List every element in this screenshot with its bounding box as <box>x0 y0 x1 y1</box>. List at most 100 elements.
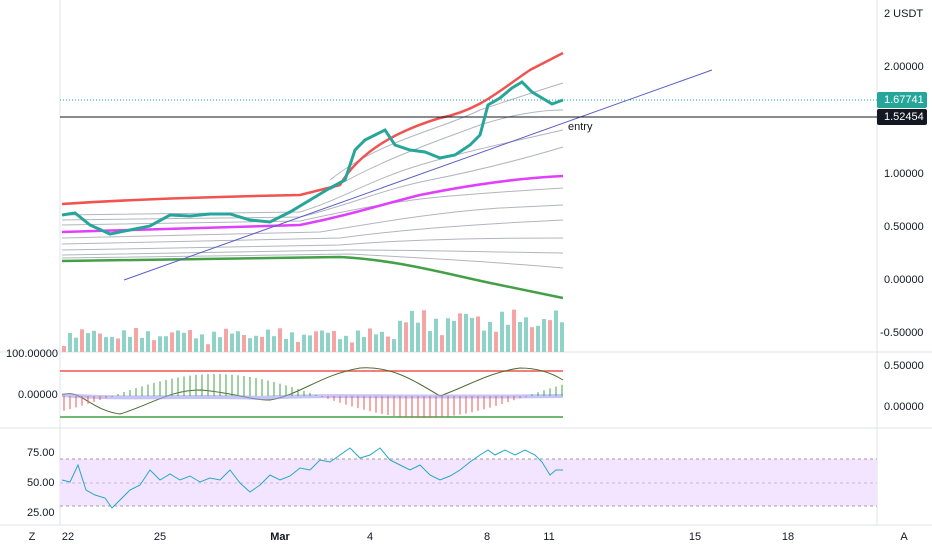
volume-bar <box>230 333 234 352</box>
volume-bar <box>536 325 540 352</box>
volume-bar <box>362 336 366 352</box>
lower-band <box>61 255 564 300</box>
volume-bar <box>98 333 102 352</box>
histogram-bar <box>117 394 119 396</box>
histogram-bar <box>381 396 383 414</box>
histogram-bar <box>177 377 179 396</box>
macd-right-label: 0.00000 <box>884 401 924 413</box>
volume-bar <box>368 328 372 352</box>
histogram-bar <box>105 396 107 398</box>
volume-bar <box>104 337 108 352</box>
histogram-bar <box>231 374 233 396</box>
volume-bar <box>524 317 528 352</box>
histogram-bar <box>159 381 161 396</box>
histogram-bar <box>63 396 65 411</box>
histogram-bar <box>369 396 371 412</box>
volume-bar <box>320 330 324 352</box>
histogram-bar <box>429 396 431 418</box>
volume-bar <box>212 331 216 352</box>
volume-bar <box>392 339 396 352</box>
middle-band <box>61 174 564 234</box>
volume-bar <box>488 321 492 352</box>
volume-bar <box>242 335 246 352</box>
histogram-bar <box>171 378 173 396</box>
histogram-bar <box>207 374 209 396</box>
histogram-bar <box>525 396 527 397</box>
histogram-bar <box>243 375 245 396</box>
histogram-bar <box>81 396 83 406</box>
histogram-bar <box>561 384 563 396</box>
macd-right-label: 0.50000 <box>884 360 924 372</box>
histogram-bar <box>123 392 125 396</box>
volume-bar <box>68 332 72 352</box>
histogram-bar <box>321 396 323 397</box>
volume-bar <box>386 336 390 352</box>
histogram-bar <box>507 396 509 403</box>
histogram-bar <box>387 396 389 415</box>
volume-bar <box>398 320 402 352</box>
histogram-bar <box>291 387 293 396</box>
histogram-bar <box>69 396 71 410</box>
volume-bar <box>248 338 252 352</box>
histogram-bar <box>189 375 191 396</box>
histogram-bar <box>495 396 497 406</box>
volume-bar <box>146 331 150 352</box>
histogram-bar <box>537 392 539 396</box>
time-label: 8 <box>484 531 490 543</box>
histogram-bar <box>477 396 479 411</box>
volume-bar <box>500 311 504 352</box>
histogram-bar <box>363 396 365 410</box>
histogram-bar <box>183 376 185 396</box>
macd-left-label: 100.00000 <box>6 348 58 360</box>
volume-bar <box>224 328 228 352</box>
volume-bar <box>200 334 204 352</box>
macd-left-label: 0.00000 <box>18 389 58 401</box>
macd-signal <box>61 393 564 401</box>
volume-bar <box>482 330 486 352</box>
volume-bar <box>446 318 450 352</box>
volume-bar <box>206 344 210 352</box>
histogram-bar <box>423 396 425 418</box>
histogram-bar <box>165 379 167 396</box>
volume-bar <box>80 329 84 352</box>
histogram-bar <box>531 394 533 396</box>
histogram-bar <box>129 390 131 396</box>
rsi-label: 25.00 <box>27 507 55 519</box>
histogram-bar <box>543 390 545 396</box>
volume-bar <box>290 332 294 352</box>
volume-bar <box>182 332 186 352</box>
entry-price-tag <box>877 109 927 125</box>
volume-bar <box>494 331 498 352</box>
volume-bar <box>134 328 138 352</box>
volume-bar <box>296 341 300 352</box>
histogram-bar <box>99 396 101 400</box>
auto-scale-button[interactable]: A <box>900 531 908 543</box>
volume-bar <box>218 337 222 352</box>
volume-bar <box>464 313 468 352</box>
moving-averages <box>61 82 564 269</box>
volume-bar <box>404 322 408 352</box>
upper-band <box>61 51 564 206</box>
histogram-bar <box>339 396 341 403</box>
annotation: entry <box>568 121 593 133</box>
volume-bar <box>122 330 126 352</box>
volume-bar <box>278 328 282 352</box>
histogram-bar <box>411 396 413 418</box>
histogram-bar <box>405 396 407 418</box>
zoom-button[interactable]: Z <box>29 531 36 543</box>
histogram-bar <box>447 396 449 417</box>
last-price-tag <box>877 92 927 108</box>
volume-bar <box>548 320 552 352</box>
histogram-bar <box>303 390 305 396</box>
histogram-bar <box>471 396 473 413</box>
price-candles <box>61 80 564 236</box>
time-label: 11 <box>543 531 554 543</box>
histogram-bar <box>435 396 437 418</box>
volume-bar <box>194 338 198 352</box>
volume-bar <box>140 337 144 352</box>
time-label: Mar <box>270 531 290 543</box>
histogram-bar <box>279 383 281 396</box>
time-label: 25 <box>154 531 166 543</box>
volume-bar <box>338 339 342 352</box>
histogram-bar <box>147 384 149 396</box>
